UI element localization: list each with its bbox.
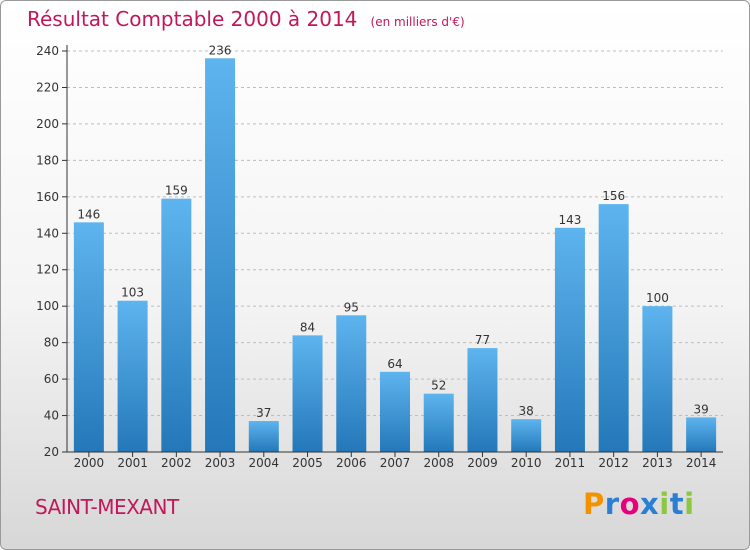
- x-tick-label: 2010: [511, 456, 542, 470]
- data-label: 143: [558, 213, 581, 227]
- y-tick-label: 20: [44, 445, 59, 459]
- x-tick-label: 2012: [598, 456, 629, 470]
- bar: [423, 393, 454, 452]
- bar: [292, 335, 323, 452]
- y-tick-label: 180: [36, 153, 59, 167]
- x-tick-label: 2003: [205, 456, 236, 470]
- data-label: 37: [256, 406, 271, 420]
- bar: [642, 306, 673, 452]
- data-label: 77: [475, 333, 490, 347]
- y-tick-label: 60: [44, 372, 59, 386]
- x-tick-label: 2006: [336, 456, 367, 470]
- logo-letter: x: [640, 487, 660, 521]
- bar: [598, 204, 629, 452]
- y-tick-label: 200: [36, 117, 59, 131]
- y-tick-label: 120: [36, 263, 59, 277]
- x-tick-label: 2001: [117, 456, 148, 470]
- data-label: 100: [646, 291, 669, 305]
- bar: [73, 222, 104, 452]
- proxiti-logo[interactable]: Proxiti: [583, 487, 695, 521]
- data-label: 236: [209, 43, 232, 57]
- logo-letter: i: [684, 487, 695, 521]
- logo-letter: t: [669, 487, 685, 521]
- x-tick-label: 2009: [467, 456, 498, 470]
- data-label: 39: [693, 402, 708, 416]
- logo-letter: r: [604, 487, 620, 521]
- y-tick-label: 100: [36, 299, 59, 313]
- bar: [117, 300, 148, 452]
- x-tick-label: 2013: [642, 456, 673, 470]
- bar: [161, 198, 192, 452]
- bar: [467, 348, 498, 452]
- data-label: 52: [431, 379, 446, 393]
- x-tick-label: 2005: [292, 456, 323, 470]
- logo-letter: o: [619, 487, 641, 521]
- y-tick-label: 160: [36, 190, 59, 204]
- x-tick-label: 2004: [249, 456, 280, 470]
- data-label: 64: [387, 357, 402, 371]
- bar: [248, 421, 279, 452]
- bar: [380, 371, 410, 452]
- data-label: 38: [519, 404, 534, 418]
- x-tick-label: 2011: [555, 456, 586, 470]
- y-tick-label: 140: [36, 226, 59, 240]
- logo-letter: P: [583, 487, 605, 521]
- data-label: 95: [344, 300, 359, 314]
- x-tick-label: 2002: [161, 456, 192, 470]
- bar: [554, 227, 585, 452]
- data-label: 84: [300, 320, 315, 334]
- chart-subtitle: (en milliers d'€): [370, 15, 465, 29]
- y-tick-label: 40: [44, 409, 59, 423]
- x-tick-label: 2007: [380, 456, 411, 470]
- logo-letter: i: [659, 487, 670, 521]
- data-label: 146: [77, 207, 100, 221]
- bar: [336, 315, 367, 452]
- y-tick-label: 80: [44, 336, 59, 350]
- y-tick-label: 220: [36, 80, 59, 94]
- chart-title: Résultat Comptable 2000 à 2014: [27, 7, 358, 31]
- x-tick-label: 2008: [423, 456, 454, 470]
- data-label: 159: [165, 184, 188, 198]
- y-tick-label: 240: [36, 44, 59, 58]
- data-label: 156: [602, 189, 625, 203]
- x-tick-label: 2000: [74, 456, 105, 470]
- chart-title-row: Résultat Comptable 2000 à 2014 (en milli…: [27, 7, 465, 31]
- data-label: 103: [121, 286, 144, 300]
- bar: [205, 58, 236, 453]
- bar: [511, 419, 542, 452]
- bar: [686, 417, 717, 452]
- x-tick-label: 2014: [686, 456, 717, 470]
- commune-name: SAINT-MEXANT: [35, 495, 179, 519]
